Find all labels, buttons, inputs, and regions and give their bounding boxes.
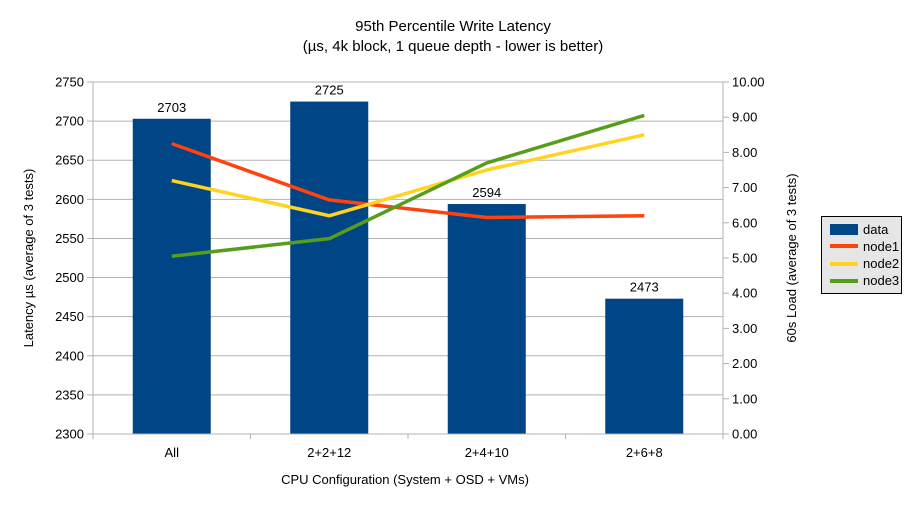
- left-tick-label: 2700: [55, 114, 84, 129]
- category-label: 2+4+10: [465, 445, 509, 460]
- bar-2+6+8: [605, 298, 684, 434]
- bar-All: [132, 118, 211, 435]
- bar-layer: 2703 2725 2594 2473: [132, 83, 684, 435]
- right-tick-label: 8.00: [732, 145, 757, 160]
- legend-swatch-data: [830, 223, 858, 235]
- legend-item-node3: node3: [830, 273, 901, 289]
- category-label: 2+6+8: [626, 445, 663, 460]
- right-tick-label: 0.00: [732, 427, 757, 442]
- legend-item-node2: node2: [830, 256, 901, 272]
- bar-value-label: 2473: [630, 280, 659, 295]
- legend-item-label: node2: [863, 256, 900, 272]
- right-tick-label: 9.00: [732, 110, 757, 125]
- category-label: 2+2+12: [307, 445, 351, 460]
- x-axis-title: CPU Configuration (System + OSD + VMs): [281, 472, 529, 487]
- right-tick-label: 5.00: [732, 251, 757, 266]
- legend-item-label: data: [863, 221, 889, 237]
- right-tick-label: 3.00: [732, 321, 757, 336]
- legend-item-node1: node1: [830, 238, 901, 254]
- left-tick-label: 2500: [55, 270, 84, 285]
- right-tick-label: 6.00: [732, 215, 757, 230]
- series-line-node1: [171, 141, 645, 220]
- bar-value-label: 2703: [157, 100, 186, 115]
- bar-value-label: 2594: [472, 185, 501, 200]
- left-tick-label: 2450: [55, 309, 84, 324]
- right-tick-label: 7.00: [732, 180, 757, 195]
- left-tick-label: 2550: [55, 231, 84, 246]
- category-label: All: [165, 445, 180, 460]
- left-axis-title: Latency µs (average of 3 tests): [21, 169, 36, 348]
- axis-layer: 2300 2350 2400 2450 2500 2550 2600 2650 2700 2750…: [55, 75, 764, 461]
- left-tick-label: 2400: [55, 348, 84, 363]
- left-tick-label: 2750: [55, 75, 84, 90]
- bar-2+4+10: [447, 204, 526, 434]
- bar-2+2+12: [290, 101, 369, 435]
- right-tick-label: 10.00: [732, 75, 765, 90]
- right-tick-label: 4.00: [732, 286, 757, 301]
- chart-subtitle: (µs, 4k block, 1 queue depth - lower is …: [303, 38, 603, 55]
- left-tick-label: 2350: [55, 387, 84, 402]
- left-tick-label: 2300: [55, 427, 84, 442]
- chart-title: 95th Percentile Write Latency: [355, 18, 551, 35]
- legend-swatch-node2: [830, 261, 858, 266]
- legend: data node1 node2 node3: [821, 216, 902, 294]
- right-axis-title: 60s Load (average of 3 tests): [784, 173, 799, 342]
- right-tick-label: 1.00: [732, 391, 757, 406]
- line-layer: [171, 113, 645, 258]
- legend-item-data: data: [830, 221, 901, 237]
- left-tick-label: 2600: [55, 192, 84, 207]
- series-line-node2: [171, 133, 645, 218]
- right-tick-label: 2.00: [732, 356, 757, 371]
- legend-swatch-node1: [830, 244, 858, 249]
- legend-item-label: node3: [863, 273, 900, 289]
- legend-item-label: node1: [863, 238, 900, 254]
- legend-swatch-node3: [830, 278, 858, 283]
- series-line-node3: [171, 113, 645, 258]
- bar-value-label: 2725: [315, 83, 344, 98]
- left-tick-label: 2650: [55, 153, 84, 168]
